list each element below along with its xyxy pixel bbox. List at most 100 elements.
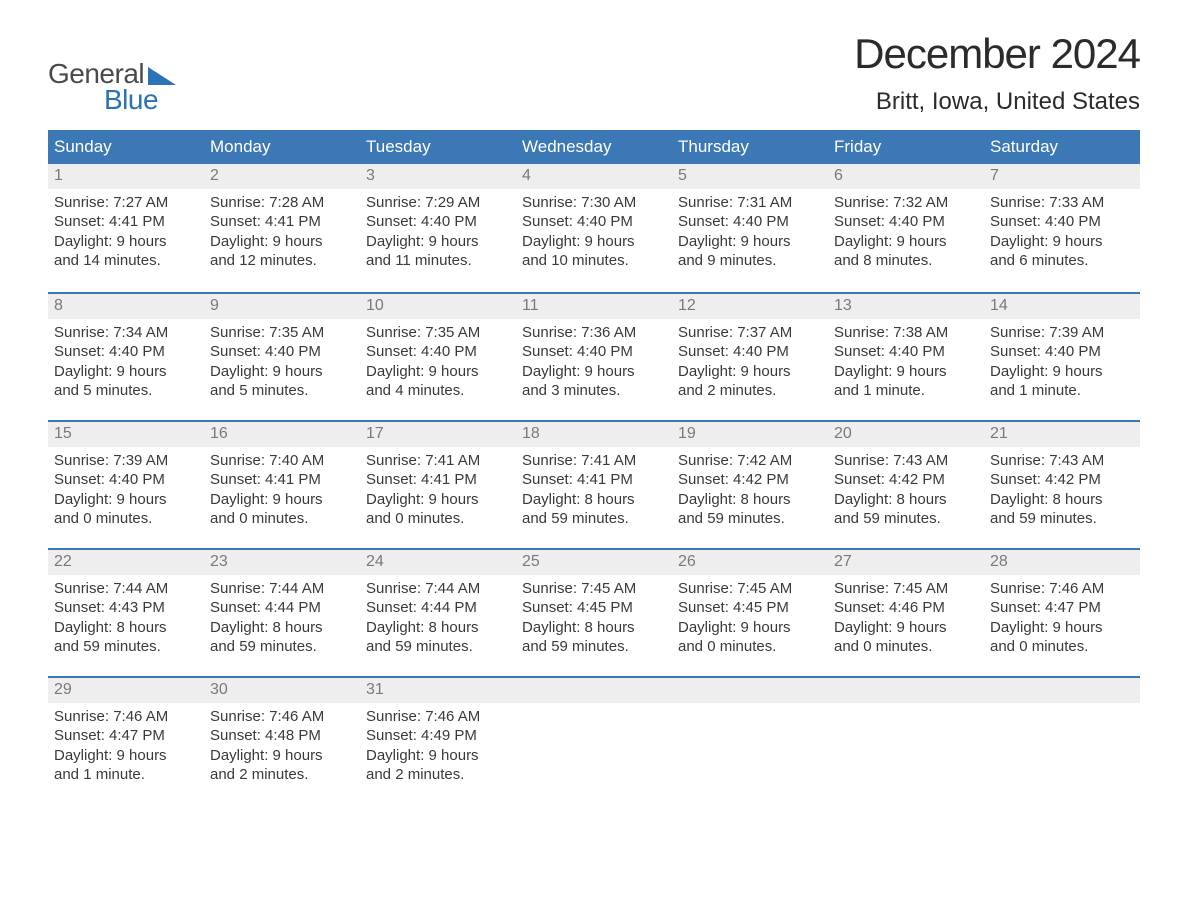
sunset-line: Sunset: 4:40 PM [834,342,978,362]
day-cell-empty [828,678,984,804]
sunrise-line: Sunrise: 7:41 AM [522,451,666,471]
sunset-line: Sunset: 4:41 PM [366,470,510,490]
day-number-row: 23 [204,550,360,575]
day-cell: 6Sunrise: 7:32 AMSunset: 4:40 PMDaylight… [828,164,984,292]
day-number: 30 [210,681,228,698]
daylight-line-1: Daylight: 8 hours [678,490,822,510]
day-cell: 8Sunrise: 7:34 AMSunset: 4:40 PMDaylight… [48,294,204,420]
sunset-line: Sunset: 4:40 PM [522,212,666,232]
day-cell: 4Sunrise: 7:30 AMSunset: 4:40 PMDaylight… [516,164,672,292]
sunrise-line: Sunrise: 7:43 AM [834,451,978,471]
daylight-line-2: and 8 minutes. [834,251,978,271]
sunrise-line: Sunrise: 7:37 AM [678,323,822,343]
daylight-line-2: and 0 minutes. [678,637,822,657]
daylight-line-1: Daylight: 9 hours [210,490,354,510]
daylight-line-1: Daylight: 9 hours [834,232,978,252]
day-number-row: 6 [828,164,984,189]
day-number-row: 25 [516,550,672,575]
day-cell: 18 Sunrise: 7:41 AMSunset: 4:41 PMDayligh… [516,422,672,548]
calendar: SundayMondayTuesdayWednesdayThursdayFrid… [48,130,1140,804]
sunrise-line: Sunrise: 7:46 AM [366,707,510,727]
daylight-line-1: Daylight: 9 hours [366,490,510,510]
daylight-line-1: Daylight: 8 hours [834,490,978,510]
day-number-row: 26 [672,550,828,575]
day-number-row: 28 [984,550,1140,575]
month-title: December 2024 [854,30,1140,78]
sunset-line: Sunset: 4:44 PM [210,598,354,618]
day-number-row [516,678,672,703]
day-number: 29 [54,681,72,698]
sunset-line: Sunset: 4:41 PM [522,470,666,490]
daylight-line-1: Daylight: 8 hours [522,618,666,638]
daylight-line-2: and 59 minutes. [210,637,354,657]
daylight-line-1: Daylight: 9 hours [210,746,354,766]
day-number: 5 [678,167,687,184]
weeks-container: 1Sunrise: 7:27 AMSunset: 4:41 PMDaylight… [48,164,1140,804]
day-cell: 27Sunrise: 7:45 AMSunset: 4:46 PMDayligh… [828,550,984,676]
daylight-line-2: and 0 minutes. [834,637,978,657]
sunset-line: Sunset: 4:40 PM [678,212,822,232]
day-number: 4 [522,167,531,184]
daylight-line-2: and 2 minutes. [678,381,822,401]
day-number-row: 8 [48,294,204,319]
day-number: 9 [210,297,219,314]
day-cell: 3Sunrise: 7:29 AMSunset: 4:40 PMDaylight… [360,164,516,292]
day-number: 3 [366,167,375,184]
day-number-row [984,678,1140,703]
day-number: 15 [54,425,72,442]
daylight-line-2: and 0 minutes. [990,637,1134,657]
day-number: 11 [522,297,539,314]
day-cell: 20Sunrise: 7:43 AMSunset: 4:42 PMDayligh… [828,422,984,548]
sunrise-line: Sunrise: 7:46 AM [990,579,1134,599]
daylight-line-1: Daylight: 9 hours [990,362,1134,382]
daylight-line-2: and 3 minutes. [522,381,666,401]
daylight-line-2: and 1 minute. [54,765,198,785]
daylight-line-1: Daylight: 8 hours [522,490,666,510]
day-cell: 19Sunrise: 7:42 AMSunset: 4:42 PMDayligh… [672,422,828,548]
day-number: 16 [210,425,228,442]
sunrise-line: Sunrise: 7:45 AM [834,579,978,599]
day-number: 8 [54,297,63,314]
logo-word-blue: Blue [104,84,176,116]
sunset-line: Sunset: 4:42 PM [678,470,822,490]
week-row: 8Sunrise: 7:34 AMSunset: 4:40 PMDaylight… [48,292,1140,420]
daylight-line-1: Daylight: 9 hours [366,232,510,252]
weekday-header-row: SundayMondayTuesdayWednesdayThursdayFrid… [48,130,1140,164]
sunset-line: Sunset: 4:40 PM [990,342,1134,362]
day-cell: 29Sunrise: 7:46 AMSunset: 4:47 PMDayligh… [48,678,204,804]
sunset-line: Sunset: 4:41 PM [210,212,354,232]
day-number: 31 [366,681,384,698]
day-number: 13 [834,297,852,314]
sunrise-line: Sunrise: 7:31 AM [678,193,822,213]
sunset-line: Sunset: 4:40 PM [522,342,666,362]
day-number-row: 10 [360,294,516,319]
daylight-line-2: and 0 minutes. [366,509,510,529]
day-number: 22 [54,553,72,570]
daylight-line-1: Daylight: 9 hours [366,362,510,382]
day-number: 18 [522,425,540,442]
day-number: 17 [366,425,384,442]
daylight-line-2: and 1 minute. [834,381,978,401]
sunrise-line: Sunrise: 7:42 AM [678,451,822,471]
daylight-line-1: Daylight: 9 hours [990,232,1134,252]
day-number-row: 11 [516,294,672,319]
day-number-row: 1 [48,164,204,189]
day-number: 12 [678,297,696,314]
location-label: Britt, Iowa, United States [854,88,1140,116]
day-number-row: 18 [516,422,672,447]
day-cell: 31Sunrise: 7:46 AMSunset: 4:49 PMDayligh… [360,678,516,804]
sunset-line: Sunset: 4:40 PM [54,470,198,490]
sunrise-line: Sunrise: 7:35 AM [366,323,510,343]
daylight-line-2: and 14 minutes. [54,251,198,271]
day-cell: 11Sunrise: 7:36 AMSunset: 4:40 PMDayligh… [516,294,672,420]
daylight-line-1: Daylight: 9 hours [210,362,354,382]
day-number [834,681,838,698]
daylight-line-2: and 59 minutes. [990,509,1134,529]
day-number-row: 22 [48,550,204,575]
daylight-line-2: and 2 minutes. [366,765,510,785]
daylight-line-2: and 0 minutes. [54,509,198,529]
sunset-line: Sunset: 4:42 PM [834,470,978,490]
day-number-row: 30 [204,678,360,703]
day-cell: 23Sunrise: 7:44 AMSunset: 4:44 PMDayligh… [204,550,360,676]
sunset-line: Sunset: 4:41 PM [54,212,198,232]
